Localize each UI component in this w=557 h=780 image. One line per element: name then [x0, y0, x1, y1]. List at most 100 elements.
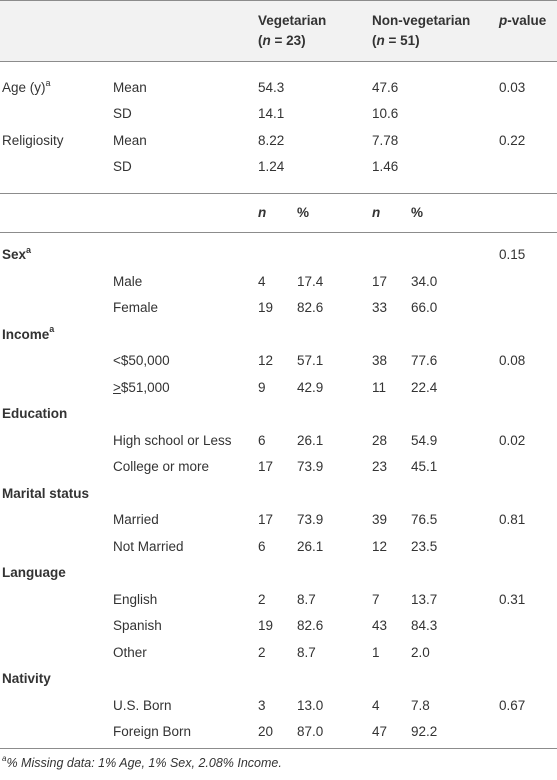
- nonvegetarian-value: 1.46: [372, 159, 399, 174]
- nonvegetarian-percent: 76.5: [411, 512, 438, 527]
- nonvegetarian-percent: 2.0: [411, 645, 430, 660]
- vegetarian-value: 1.24: [258, 159, 285, 174]
- vegetarian-count: 9: [258, 380, 266, 395]
- category-level-label: >$51,000: [113, 380, 170, 395]
- nonvegetarian-count: 39: [372, 512, 388, 527]
- vegetarian-percent: 42.9: [297, 380, 324, 395]
- vegetarian-count: 3: [258, 698, 266, 713]
- category-level-label: Foreign Born: [113, 724, 192, 739]
- variable-label: Religiosity: [2, 133, 64, 148]
- nonvegetarian-count: 47: [372, 724, 388, 739]
- p-value: 0.03: [499, 80, 526, 95]
- nonvegetarian-count: 28: [372, 433, 388, 448]
- vegetarian-count: 4: [258, 274, 266, 289]
- category-level-label: <$50,000: [113, 353, 170, 368]
- p-value: 0.31: [499, 592, 526, 607]
- p-value: 0.08: [499, 353, 526, 368]
- nonvegetarian-percent: 45.1: [411, 459, 438, 474]
- nonvegetarian-percent: 23.5: [411, 539, 438, 554]
- nonvegetarian-n-header: n: [372, 205, 381, 220]
- nonvegetarian-percent: 13.7: [411, 592, 438, 607]
- category-level-label: High school or Less: [113, 433, 232, 448]
- p-value: 0.02: [499, 433, 526, 448]
- nonvegetarian-percent: 84.3: [411, 618, 438, 633]
- nonvegetarian-percent: 92.2: [411, 724, 438, 739]
- p-value: 0.15: [499, 247, 526, 262]
- category-heading: Sexa: [2, 244, 32, 262]
- table-header-background: [0, 0, 557, 61]
- header-rule: [0, 61, 557, 62]
- pvalue-header: p-value: [499, 13, 547, 28]
- vegetarian-count: 19: [258, 300, 274, 315]
- category-level-label: Spanish: [113, 618, 162, 633]
- vegetarian-count: 6: [258, 433, 266, 448]
- category-heading: Marital status: [2, 485, 90, 501]
- vegetarian-count: 2: [258, 592, 266, 607]
- nonvegetarian-count: 12: [372, 539, 388, 554]
- category-heading: Language: [2, 565, 66, 580]
- vegetarian-percent: 82.6: [297, 618, 324, 633]
- p-value: 0.22: [499, 133, 526, 148]
- category-heading: Incomea: [2, 324, 55, 342]
- vegetarian-percent: 26.1: [297, 433, 324, 448]
- category-level-label: Male: [113, 274, 143, 289]
- p-value: 0.81: [499, 512, 526, 527]
- category-heading: Education: [2, 406, 68, 421]
- nonvegetarian-count: 23: [372, 459, 388, 474]
- subheader-rule: [0, 232, 557, 233]
- vegetarian-count: 17: [258, 512, 274, 527]
- nonvegetarian-value: 47.6: [372, 80, 399, 95]
- vegetarian-value: 8.22: [258, 133, 285, 148]
- vegetarian-n: (n = 23): [258, 33, 306, 48]
- category-heading: Nativity: [2, 671, 51, 686]
- statistic-label: Mean: [113, 80, 147, 95]
- nonvegetarian-pct-header: %: [411, 205, 424, 220]
- nonvegetarian-count: 1: [372, 645, 380, 660]
- nonvegetarian-count: 43: [372, 618, 388, 633]
- vegetarian-percent: 73.9: [297, 459, 324, 474]
- vegetarian-percent: 13.0: [297, 698, 324, 713]
- nonvegetarian-percent: 77.6: [411, 353, 438, 368]
- section-rule: [0, 193, 557, 194]
- bottom-rule: [0, 748, 557, 749]
- vegetarian-percent: 87.0: [297, 724, 324, 739]
- nonvegetarian-count: 38: [372, 353, 388, 368]
- category-level-label: Not Married: [113, 539, 184, 554]
- vegetarian-value: 54.3: [258, 80, 285, 95]
- vegetarian-n-header: n: [258, 205, 267, 220]
- category-level-label: U.S. Born: [113, 698, 172, 713]
- nonvegetarian-value: 7.78: [372, 133, 399, 148]
- vegetarian-count: 2: [258, 645, 266, 660]
- footnote: a% Missing data: 1% Age, 1% Sex, 2.08% I…: [2, 753, 282, 770]
- nonvegetarian-count: 4: [372, 698, 380, 713]
- statistic-label: SD: [113, 159, 132, 174]
- statistic-label: SD: [113, 106, 132, 121]
- nonvegetarian-count: 33: [372, 300, 388, 315]
- nonvegetarian-count: 7: [372, 592, 380, 607]
- nonvegetarian-percent: 34.0: [411, 274, 438, 289]
- variable-label: Age (y)a: [2, 77, 51, 95]
- nonvegetarian-percent: 7.8: [411, 698, 430, 713]
- vegetarian-value: 14.1: [258, 106, 285, 121]
- category-level-label: Female: [113, 300, 159, 315]
- nonvegetarian-percent: 22.4: [411, 380, 438, 395]
- vegetarian-pct-header: %: [297, 205, 310, 220]
- vegetarian-percent: 8.7: [297, 592, 316, 607]
- nonvegetarian-value: 10.6: [372, 106, 399, 121]
- vegetarian-percent: 73.9: [297, 512, 324, 527]
- vegetarian-percent: 82.6: [297, 300, 324, 315]
- category-level-label: Married: [113, 512, 159, 527]
- nonvegetarian-count: 17: [372, 274, 388, 289]
- category-level-label: Other: [113, 645, 147, 660]
- nonvegetarian-n: (n = 51): [372, 33, 420, 48]
- nonvegetarian-count: 11: [372, 380, 387, 395]
- vegetarian-count: 17: [258, 459, 274, 474]
- vegetarian-percent: 17.4: [297, 274, 324, 289]
- vegetarian-count: 12: [258, 353, 274, 368]
- vegetarian-header: Vegetarian: [258, 13, 327, 28]
- vegetarian-count: 6: [258, 539, 266, 554]
- vegetarian-count: 20: [258, 724, 274, 739]
- vegetarian-percent: 8.7: [297, 645, 316, 660]
- vegetarian-count: 19: [258, 618, 274, 633]
- statistic-label: Mean: [113, 133, 147, 148]
